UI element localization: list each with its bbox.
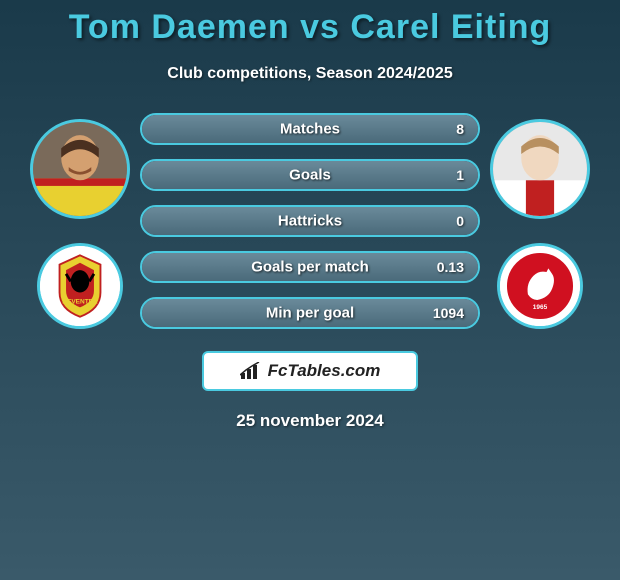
stat-value-right: 1094 <box>433 305 464 321</box>
bar-chart-icon <box>240 362 262 380</box>
stat-label: Hattricks <box>278 213 342 230</box>
comparison-main: DEVENTER Matches 8 Goals 1 Hattricks 0 Goals p… <box>0 113 620 329</box>
player-left-avatar <box>30 119 130 219</box>
stat-row: Hattricks 0 <box>140 205 480 237</box>
fc-twente-crest-icon: 1965 <box>500 246 580 326</box>
player-right-avatar <box>490 119 590 219</box>
date-label: 25 november 2024 <box>0 411 620 431</box>
stat-value-right: 1 <box>456 167 464 183</box>
stat-row: Goals 1 <box>140 159 480 191</box>
stats-bars: Matches 8 Goals 1 Hattricks 0 Goals per match 0… <box>140 113 480 329</box>
svg-text:DEVENTER: DEVENTER <box>62 299 98 306</box>
stat-row: Matches 8 <box>140 113 480 145</box>
club-right-badge: 1965 <box>497 243 583 329</box>
season-subtitle: Club competitions, Season 2024/2025 <box>0 65 620 83</box>
stat-label: Min per goal <box>266 305 354 322</box>
stat-value-right: 0.13 <box>437 259 464 275</box>
stat-row: Min per goal 1094 <box>140 297 480 329</box>
club-left-badge: DEVENTER <box>37 243 123 329</box>
stat-label: Goals per match <box>251 259 369 276</box>
go-ahead-eagles-crest-icon: DEVENTER <box>40 246 120 326</box>
stat-value-right: 0 <box>456 213 464 229</box>
brand-text: FcTables.com <box>268 361 381 381</box>
left-column: DEVENTER <box>30 113 130 329</box>
brand-badge[interactable]: FcTables.com <box>202 351 418 391</box>
player-right-portrait-icon <box>493 122 587 216</box>
stat-value-right: 8 <box>456 121 464 137</box>
right-column: 1965 <box>490 113 590 329</box>
player-left-portrait-icon <box>33 122 127 216</box>
stat-label: Goals <box>289 167 331 184</box>
stat-label: Matches <box>280 121 340 138</box>
svg-text:1965: 1965 <box>533 304 548 311</box>
page-title: Tom Daemen vs Carel Eiting <box>0 0 620 47</box>
stat-row: Goals per match 0.13 <box>140 251 480 283</box>
